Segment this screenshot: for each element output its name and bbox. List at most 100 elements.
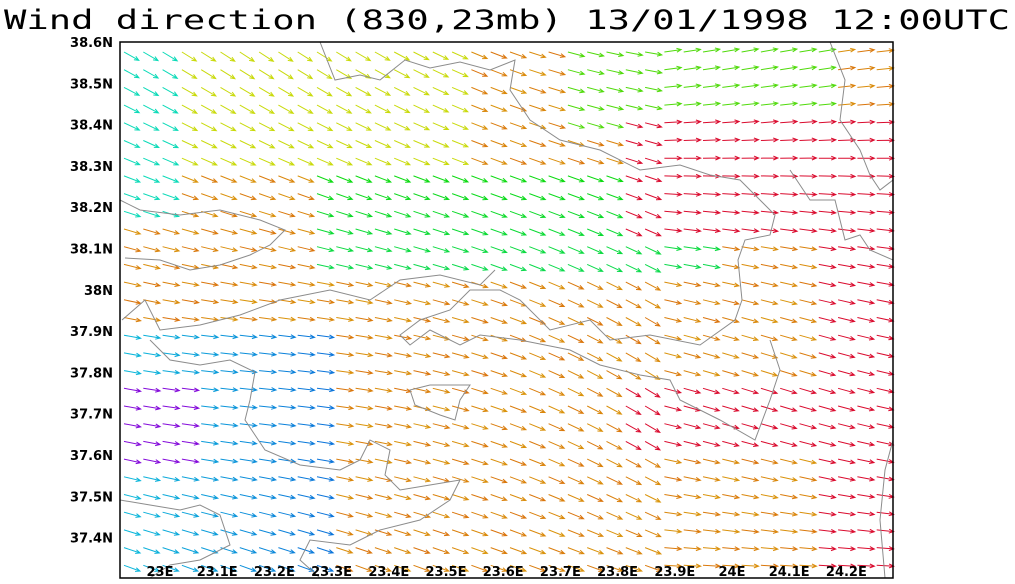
wind-arrow xyxy=(297,175,315,183)
x-tick-label: 23.5E xyxy=(426,565,467,580)
wind-arrow xyxy=(181,458,200,464)
wind-arrow xyxy=(471,529,489,537)
wind-arrow xyxy=(413,263,432,271)
wind-arrow xyxy=(741,334,760,341)
wind-arrow xyxy=(336,104,353,114)
wind-arrow xyxy=(490,317,509,324)
wind-arrow xyxy=(451,51,469,60)
wind-arrow xyxy=(123,51,140,61)
wind-arrow xyxy=(413,494,432,501)
wind-arrow xyxy=(529,476,547,484)
wind-arrow xyxy=(837,352,856,359)
wind-arrow xyxy=(876,263,895,269)
wind-arrow xyxy=(818,317,837,323)
wind-arrow xyxy=(760,65,779,71)
wind-arrow xyxy=(625,104,644,111)
wind-arrow xyxy=(876,83,895,89)
wind-arrow xyxy=(220,228,239,235)
wind-arrow xyxy=(586,405,604,415)
wind-arrow xyxy=(374,246,393,253)
wind-arrow xyxy=(625,529,643,537)
wind-arrow xyxy=(818,119,838,125)
wind-arrow xyxy=(181,246,200,253)
wind-arrow xyxy=(625,334,642,345)
wind-arrow xyxy=(374,405,393,411)
wind-arrow xyxy=(760,511,779,517)
wind-arrow xyxy=(394,440,413,447)
wind-arrow xyxy=(702,47,722,53)
wind-arrow xyxy=(394,529,412,536)
y-tick-label: 37.8N xyxy=(70,366,113,381)
wind-arrow xyxy=(741,173,760,179)
wind-arrow xyxy=(490,281,508,289)
wind-arrow xyxy=(143,511,161,518)
wind-arrow xyxy=(143,440,162,447)
wind-arrow xyxy=(297,369,316,375)
wind-arrow xyxy=(316,193,335,201)
wind-arrow xyxy=(181,316,200,322)
wind-arrow xyxy=(413,157,431,166)
wind-arrow xyxy=(432,564,451,572)
wind-arrow xyxy=(683,370,702,377)
wind-arrow xyxy=(239,316,259,322)
y-tick-label: 38.4N xyxy=(70,119,113,134)
wind-arrow xyxy=(355,370,374,375)
wind-arrow xyxy=(123,440,142,447)
wind-arrow xyxy=(336,440,355,446)
wind-arrow xyxy=(567,193,586,201)
wind-arrow xyxy=(799,352,818,359)
wind-arrow xyxy=(490,387,509,395)
wind-arrow xyxy=(181,529,200,536)
wind-arrow xyxy=(509,387,528,395)
x-tick-label: 23.1E xyxy=(197,565,238,580)
wind-arrow xyxy=(529,423,547,431)
wind-arrow xyxy=(355,122,373,131)
wind-arrow xyxy=(355,334,374,340)
wind-arrow xyxy=(625,246,643,255)
wind-arrow xyxy=(143,405,162,411)
wind-arrow xyxy=(432,405,451,412)
wind-arrow xyxy=(780,546,799,552)
wind-arrow xyxy=(876,48,895,53)
wind-arrow xyxy=(529,86,547,94)
wind-arrow xyxy=(336,511,354,518)
wind-arrow xyxy=(529,299,547,307)
wind-arrow xyxy=(799,405,818,412)
x-tick-label: 24E xyxy=(719,565,746,580)
wind-arrow xyxy=(374,334,393,340)
wind-arrow xyxy=(316,122,334,132)
wind-arrow xyxy=(509,476,528,484)
wind-arrow xyxy=(297,263,316,270)
wind-arrow xyxy=(876,119,895,125)
wind-arrow xyxy=(374,140,392,148)
wind-arrow xyxy=(548,317,566,325)
wind-arrow xyxy=(432,175,450,183)
wind-arrow xyxy=(394,175,412,183)
wind-arrow xyxy=(876,209,895,215)
wind-arrow xyxy=(838,101,857,107)
wind-arrow xyxy=(258,564,277,572)
wind-arrow xyxy=(490,140,508,148)
wind-arrow xyxy=(625,140,644,147)
wind-arrow xyxy=(509,175,528,183)
wind-arrow xyxy=(374,564,393,572)
wind-arrow xyxy=(220,529,238,536)
wind-arrow xyxy=(529,210,547,218)
wind-arrow xyxy=(432,51,450,60)
wind-arrow xyxy=(760,352,779,359)
wind-arrow xyxy=(606,547,624,555)
wind-arrow xyxy=(548,193,566,201)
wind-arrow xyxy=(162,440,181,446)
wind-arrow xyxy=(876,352,895,359)
wind-arrow xyxy=(780,317,798,324)
wind-arrow xyxy=(529,140,547,147)
wind-arrow xyxy=(606,175,624,183)
wind-arrow xyxy=(606,51,625,57)
wind-arrow xyxy=(818,83,838,89)
wind-arrow xyxy=(722,155,741,161)
wind-arrow xyxy=(644,246,662,255)
wind-arrow xyxy=(394,352,413,358)
wind-arrow xyxy=(258,175,277,183)
wind-arrow xyxy=(818,228,837,233)
wind-arrow xyxy=(606,405,623,415)
